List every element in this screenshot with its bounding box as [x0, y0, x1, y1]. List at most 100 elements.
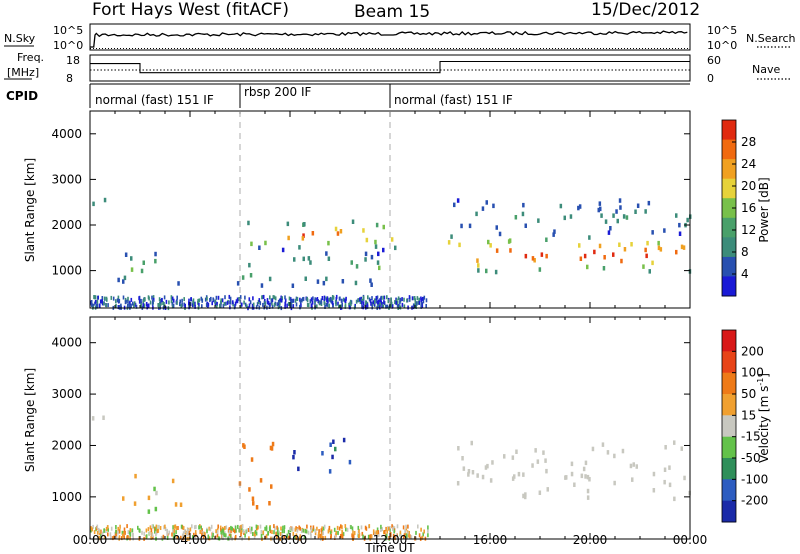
ground-scatter-cell: [382, 295, 384, 300]
ground-scatter-cell: [279, 301, 281, 306]
ground-scatter-cell: [331, 301, 334, 305]
range-cell: [154, 258, 157, 264]
ground-scatter-cell: [145, 534, 148, 539]
ground-scatter-cell: [328, 303, 330, 308]
ground-scatter-cell: [207, 304, 209, 309]
colorbar-tick-label: 28: [741, 135, 756, 149]
range-cell: [461, 456, 464, 461]
ground-scatter-cell: [163, 525, 165, 530]
ground-scatter-cell: [122, 295, 125, 300]
ground-scatter-cell: [393, 529, 395, 534]
range-cell: [316, 279, 320, 284]
ground-scatter-cell: [217, 524, 219, 529]
range-cell: [552, 232, 555, 237]
ground-scatter-cell: [420, 527, 422, 532]
range-cell: [133, 501, 137, 506]
range-cell: [467, 472, 470, 477]
ground-scatter-cell: [198, 302, 200, 307]
ground-scatter-cell: [162, 534, 165, 539]
ground-scatter-cell: [358, 533, 360, 538]
ground-scatter-cell: [179, 299, 181, 304]
ground-scatter-cell: [392, 527, 394, 531]
nave-tick-bottom: 0: [707, 72, 714, 85]
ground-scatter-cell: [418, 533, 421, 538]
ground-scatter-cell: [246, 304, 248, 309]
ground-scatter-cell: [216, 530, 219, 535]
colorbar-segment: [722, 198, 736, 219]
ground-scatter-cell: [405, 533, 408, 538]
ground-scatter-cell: [299, 304, 301, 309]
ground-scatter-cell: [177, 526, 179, 530]
ground-scatter-cell: [331, 297, 334, 302]
range-cell: [341, 279, 345, 284]
ground-scatter-cell: [368, 524, 371, 529]
range-cell: [652, 471, 656, 477]
ground-scatter-cell: [145, 528, 148, 533]
ground-scatter-cell: [129, 301, 131, 306]
range-cell: [586, 474, 590, 480]
ground-scatter-cell: [303, 535, 306, 540]
ground-scatter-cell: [371, 296, 373, 301]
range-cell: [508, 238, 512, 243]
velocity-axis: 1000 2000 3000 4000: [51, 317, 691, 539]
range-cell: [586, 488, 590, 494]
ytick-label: 1000: [51, 264, 82, 278]
ground-scatter-cell: [348, 305, 351, 310]
ground-scatter-cell: [246, 528, 248, 533]
ground-scatter-cell: [359, 297, 362, 302]
range-cell: [331, 454, 334, 460]
ground-scatter-cell: [220, 300, 222, 304]
ground-scatter-cell: [295, 302, 298, 307]
range-cell: [602, 266, 606, 271]
nsky-line: [90, 30, 688, 48]
range-cell: [686, 217, 689, 223]
ground-scatter-cell: [409, 534, 411, 539]
ground-scatter-cell: [289, 527, 291, 531]
range-cell: [542, 450, 545, 455]
ground-scatter-cell: [151, 295, 153, 300]
ground-scatter-cell: [131, 528, 134, 533]
ground-scatter-cell: [126, 299, 128, 304]
ground-scatter-cell: [352, 534, 355, 539]
ground-scatter-cell: [316, 304, 318, 309]
range-cell: [309, 260, 312, 265]
range-cell: [171, 478, 175, 484]
ground-scatter-cell: [294, 535, 296, 540]
ground-scatter-cell: [243, 300, 245, 305]
ground-scatter-cell: [311, 300, 314, 305]
ground-scatter-cell: [225, 525, 228, 530]
ground-scatter-cell: [163, 302, 165, 306]
ground-scatter-cell: [262, 294, 265, 299]
range-cell: [630, 242, 633, 247]
ground-scatter-cell: [358, 528, 360, 533]
cpid-segment-2: rbsp 200 IF: [244, 85, 311, 99]
ground-scatter-cell: [312, 525, 315, 530]
ground-scatter-cell: [376, 527, 379, 532]
ground-scatter-cell: [286, 533, 289, 538]
range-cell: [364, 257, 367, 262]
ground-scatter-cell: [209, 298, 211, 302]
ground-scatter-cell: [163, 295, 166, 300]
range-cell: [651, 260, 654, 266]
ground-scatter-cell: [229, 296, 232, 301]
range-cell: [622, 214, 626, 219]
ground-scatter-cell: [248, 303, 251, 308]
ground-scatter-cell: [408, 533, 410, 538]
ground-scatter-cell: [381, 527, 383, 532]
ground-scatter-cell: [133, 303, 135, 308]
ground-scatter-cell: [251, 526, 253, 531]
ground-scatter-cell: [120, 303, 122, 308]
ground-scatter-cell: [425, 298, 428, 303]
ground-scatter-cell: [107, 532, 109, 537]
ground-scatter-cell: [117, 295, 120, 300]
ground-scatter-cell: [208, 526, 210, 531]
range-cell: [580, 473, 584, 479]
range-cell: [327, 240, 330, 246]
ground-scatter-cell: [417, 524, 419, 529]
ground-scatter-cell: [401, 302, 404, 307]
range-cell: [147, 495, 151, 501]
ground-scatter-cell: [408, 531, 410, 535]
range-cell: [251, 496, 255, 501]
ground-scatter-cell: [173, 533, 175, 537]
ground-scatter-cell: [124, 300, 127, 305]
